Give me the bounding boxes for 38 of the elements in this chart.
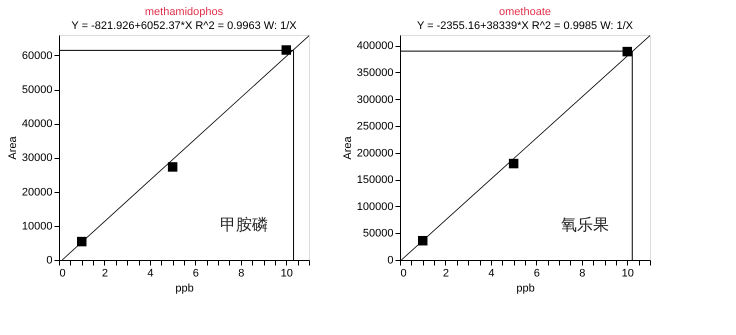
annotation: 甲胺磷 — [220, 216, 268, 234]
chart-subtitle: Y = -2355.16+38339*X R^2 = 0.9985 W: 1/X — [416, 20, 634, 32]
y-tick-label: 0 — [46, 254, 52, 266]
y-tick-label: 250000 — [356, 120, 394, 133]
x-tick-label: 0 — [400, 268, 407, 280]
y-tick-label: 10000 — [22, 220, 52, 232]
y-tick-label: 300000 — [356, 94, 394, 106]
y-tick-label: 0 — [387, 254, 394, 266]
y-axis-title: Area — [6, 136, 19, 160]
y-tick-label: 20000 — [22, 186, 52, 198]
x-tick-label: 6 — [534, 268, 540, 280]
x-tick-label: 10 — [280, 268, 293, 280]
x-axis-title: ppb — [175, 282, 194, 294]
y-tick-label: 30000 — [22, 152, 52, 164]
x-tick-label: 4 — [147, 268, 154, 280]
y-axis-title: Area — [342, 136, 354, 160]
chart-title: omethoate — [499, 6, 551, 18]
y-tick-label: 350000 — [356, 67, 394, 79]
y-tick-label: 60000 — [22, 50, 52, 62]
x-tick-label: 2 — [442, 268, 450, 280]
chart-subtitle: Y = -821.926+6052.37*X R^2 = 0.9963 W: 1/X — [71, 20, 298, 32]
x-tick-label: 6 — [192, 268, 199, 280]
y-tick-label: 200000 — [356, 147, 394, 160]
x-tick-label: 4 — [488, 268, 494, 280]
x-tick-label: 10 — [622, 268, 634, 280]
y-tick-label: 150000 — [356, 174, 394, 186]
y-tick-label: 400000 — [356, 40, 394, 52]
x-tick-label: 8 — [579, 268, 586, 280]
chart-title: methamidophos — [144, 6, 224, 18]
x-tick-label: 8 — [238, 268, 244, 280]
annotation: 氧乐果 — [561, 216, 609, 234]
x-tick-label: 2 — [102, 268, 108, 280]
y-tick-label: 50000 — [362, 228, 394, 240]
y-tick-label: 40000 — [22, 118, 52, 130]
y-tick-label: 100000 — [356, 200, 394, 213]
x-tick-label: 0 — [60, 268, 66, 280]
y-tick-label: 50000 — [22, 84, 52, 96]
x-axis-title: ppb — [516, 282, 535, 294]
